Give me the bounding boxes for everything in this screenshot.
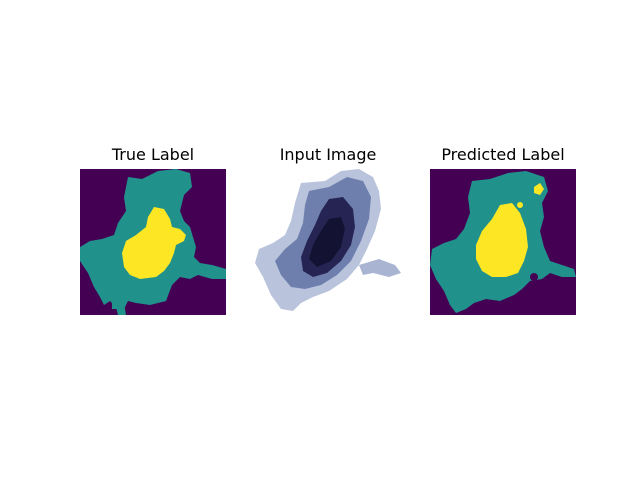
input-image-dark-core	[309, 217, 345, 267]
panel-title-true-label: True Label	[111, 145, 195, 164]
predicted-label-tissue-hole	[530, 273, 538, 281]
panel-title-predicted-label: Predicted Label	[441, 145, 565, 164]
input-image-tissue-right-tail	[359, 259, 401, 277]
predicted-label-mask	[430, 169, 576, 315]
true-label-tissue-spur	[112, 301, 126, 315]
predicted-label-lesion-spot-small	[517, 202, 523, 208]
predicted-label-lesion-spot-top	[534, 183, 544, 195]
predicted-label-lesion-region	[476, 203, 528, 277]
panel-title-input-image: Input Image	[279, 145, 377, 164]
input-image	[255, 169, 401, 315]
true-label-lesion-region	[122, 207, 186, 279]
true-label-mask	[80, 169, 226, 315]
